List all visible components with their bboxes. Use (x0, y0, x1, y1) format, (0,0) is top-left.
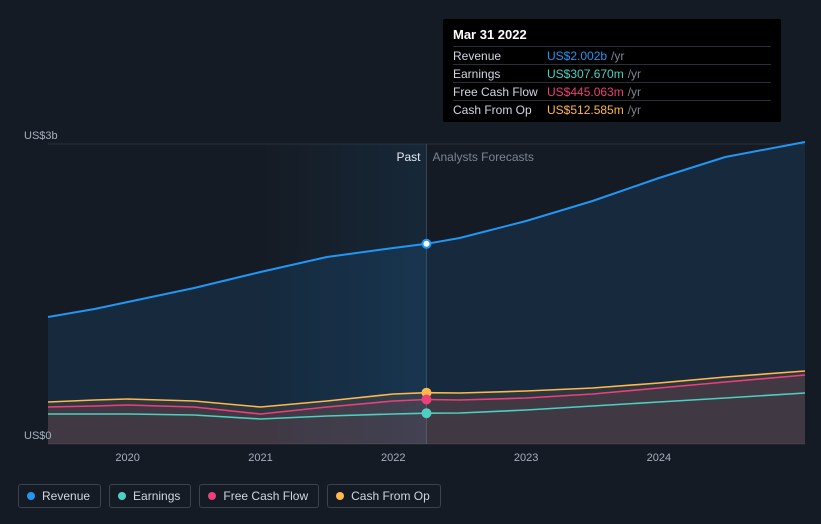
legend-item-earnings[interactable]: Earnings (109, 484, 191, 508)
y-axis-label: US$3b (24, 130, 58, 142)
legend-item-cash-from-op[interactable]: Cash From Op (327, 484, 441, 508)
legend-dot-icon (118, 492, 126, 500)
legend-item-revenue[interactable]: Revenue (18, 484, 101, 508)
forecast-label: Analysts Forecasts (433, 150, 534, 164)
legend-dot-icon (27, 492, 35, 500)
tooltip-metric-label: Free Cash Flow (453, 85, 547, 99)
legend-dot-icon (336, 492, 344, 500)
legend-label: Free Cash Flow (223, 489, 308, 503)
financial-forecast-chart: Mar 31 2022 RevenueUS$2.002b/yrEarningsU… (0, 0, 821, 524)
tooltip-date: Mar 31 2022 (453, 25, 771, 46)
past-label: Past (396, 150, 420, 164)
x-axis-label: 2023 (514, 452, 538, 464)
legend-label: Cash From Op (351, 489, 430, 503)
tooltip-unit: /yr (628, 103, 641, 117)
tooltip-rows: RevenueUS$2.002b/yrEarningsUS$307.670m/y… (453, 46, 771, 118)
tooltip-unit: /yr (628, 85, 641, 99)
x-axis-label: 2022 (381, 452, 405, 464)
chart-tooltip: Mar 31 2022 RevenueUS$2.002b/yrEarningsU… (443, 19, 781, 122)
legend-label: Earnings (133, 489, 180, 503)
legend-dot-icon (208, 492, 216, 500)
x-axis-label: 2021 (248, 452, 272, 464)
tooltip-metric-value: US$2.002b (547, 49, 607, 63)
tooltip-metric-value: US$512.585m (547, 103, 624, 117)
tooltip-unit: /yr (628, 67, 641, 81)
tooltip-row: Cash From OpUS$512.585m/yr (453, 100, 771, 118)
tooltip-row: EarningsUS$307.670m/yr (453, 64, 771, 82)
tooltip-metric-label: Earnings (453, 67, 547, 81)
legend-item-free-cash-flow[interactable]: Free Cash Flow (199, 484, 319, 508)
tooltip-unit: /yr (611, 49, 624, 63)
tooltip-metric-value: US$307.670m (547, 67, 624, 81)
tooltip-metric-label: Cash From Op (453, 103, 547, 117)
tooltip-metric-value: US$445.063m (547, 85, 624, 99)
y-axis-label: US$0 (24, 430, 52, 442)
x-axis-label: 2024 (647, 452, 671, 464)
tooltip-metric-label: Revenue (453, 49, 547, 63)
tooltip-row: Free Cash FlowUS$445.063m/yr (453, 82, 771, 100)
x-axis-label: 2020 (115, 452, 139, 464)
chart-legend: Revenue Earnings Free Cash Flow Cash From O… (18, 484, 441, 508)
tooltip-row: RevenueUS$2.002b/yr (453, 46, 771, 64)
legend-label: Revenue (42, 489, 90, 503)
